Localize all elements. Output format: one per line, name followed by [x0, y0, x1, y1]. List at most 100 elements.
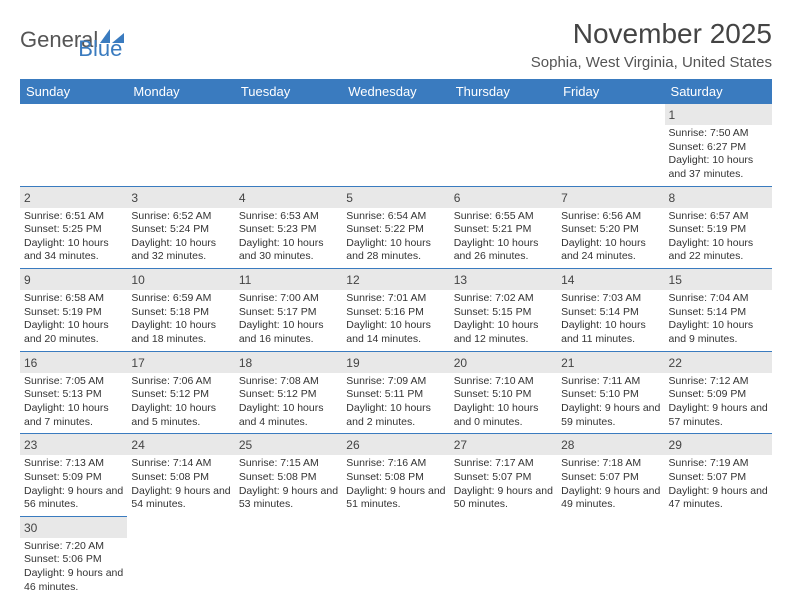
day-info: Sunrise: 6:55 AMSunset: 5:21 PMDaylight:… — [454, 210, 553, 265]
sunrise-text: Sunrise: 7:17 AM — [454, 457, 553, 471]
day-number-bar: 8 — [665, 187, 772, 208]
sunset-text: Sunset: 5:12 PM — [131, 388, 230, 402]
day-number-bar: 14 — [557, 269, 664, 290]
sunrise-text: Sunrise: 7:13 AM — [24, 457, 123, 471]
daylight-text: Daylight: 10 hours and 30 minutes. — [239, 237, 338, 264]
calendar-cell: 30Sunrise: 7:20 AMSunset: 5:06 PMDayligh… — [20, 516, 127, 598]
day-header: Sunday — [20, 79, 127, 104]
day-info: Sunrise: 6:54 AMSunset: 5:22 PMDaylight:… — [346, 210, 445, 265]
daylight-text: Daylight: 10 hours and 7 minutes. — [24, 402, 123, 429]
sunrise-text: Sunrise: 7:14 AM — [131, 457, 230, 471]
daylight-text: Daylight: 10 hours and 12 minutes. — [454, 319, 553, 346]
day-number: 6 — [454, 191, 461, 205]
sunset-text: Sunset: 5:17 PM — [239, 306, 338, 320]
sunset-text: Sunset: 5:14 PM — [561, 306, 660, 320]
sunset-text: Sunset: 5:21 PM — [454, 223, 553, 237]
sunrise-text: Sunrise: 7:19 AM — [669, 457, 768, 471]
day-number: 11 — [239, 273, 251, 287]
sunrise-text: Sunrise: 7:03 AM — [561, 292, 660, 306]
day-info: Sunrise: 7:09 AMSunset: 5:11 PMDaylight:… — [346, 375, 445, 430]
day-number: 10 — [131, 273, 144, 287]
day-number: 5 — [346, 191, 353, 205]
calendar-cell-empty — [450, 104, 557, 186]
day-header: Saturday — [665, 79, 772, 104]
sunset-text: Sunset: 5:09 PM — [669, 388, 768, 402]
day-number-bar: 13 — [450, 269, 557, 290]
sunrise-text: Sunrise: 7:01 AM — [346, 292, 445, 306]
calendar-cell-empty — [127, 104, 234, 186]
day-info: Sunrise: 7:10 AMSunset: 5:10 PMDaylight:… — [454, 375, 553, 430]
day-number-bar: 2 — [20, 187, 127, 208]
daylight-text: Daylight: 9 hours and 59 minutes. — [561, 402, 660, 429]
daylight-text: Daylight: 10 hours and 0 minutes. — [454, 402, 553, 429]
sunrise-text: Sunrise: 7:12 AM — [669, 375, 768, 389]
calendar-cell: 7Sunrise: 6:56 AMSunset: 5:20 PMDaylight… — [557, 186, 664, 269]
calendar-cell-empty — [235, 516, 342, 598]
logo: General Blue — [20, 18, 122, 62]
daylight-text: Daylight: 10 hours and 4 minutes. — [239, 402, 338, 429]
daylight-text: Daylight: 9 hours and 54 minutes. — [131, 485, 230, 512]
day-info: Sunrise: 7:05 AMSunset: 5:13 PMDaylight:… — [24, 375, 123, 430]
day-header: Friday — [557, 79, 664, 104]
day-number-bar: 6 — [450, 187, 557, 208]
sunrise-text: Sunrise: 7:09 AM — [346, 375, 445, 389]
day-info: Sunrise: 7:00 AMSunset: 5:17 PMDaylight:… — [239, 292, 338, 347]
daylight-text: Daylight: 10 hours and 28 minutes. — [346, 237, 445, 264]
calendar-cell-empty — [342, 516, 449, 598]
day-number-bar: 22 — [665, 352, 772, 373]
sunset-text: Sunset: 5:24 PM — [131, 223, 230, 237]
calendar-cell-empty — [342, 104, 449, 186]
day-number: 18 — [239, 356, 252, 370]
day-info: Sunrise: 7:04 AMSunset: 5:14 PMDaylight:… — [669, 292, 768, 347]
calendar-cell: 13Sunrise: 7:02 AMSunset: 5:15 PMDayligh… — [450, 269, 557, 352]
day-number: 17 — [131, 356, 144, 370]
daylight-text: Daylight: 10 hours and 22 minutes. — [669, 237, 768, 264]
day-number-bar: 26 — [342, 434, 449, 455]
calendar-row: 1Sunrise: 7:50 AMSunset: 6:27 PMDaylight… — [20, 104, 772, 186]
calendar-cell: 9Sunrise: 6:58 AMSunset: 5:19 PMDaylight… — [20, 269, 127, 352]
sunrise-text: Sunrise: 6:54 AM — [346, 210, 445, 224]
sunrise-text: Sunrise: 7:06 AM — [131, 375, 230, 389]
day-header: Tuesday — [235, 79, 342, 104]
day-info: Sunrise: 7:17 AMSunset: 5:07 PMDaylight:… — [454, 457, 553, 512]
daylight-text: Daylight: 10 hours and 5 minutes. — [131, 402, 230, 429]
sunrise-text: Sunrise: 6:51 AM — [24, 210, 123, 224]
day-number: 30 — [24, 521, 37, 535]
sunrise-text: Sunrise: 6:52 AM — [131, 210, 230, 224]
day-number-bar: 7 — [557, 187, 664, 208]
calendar-cell: 24Sunrise: 7:14 AMSunset: 5:08 PMDayligh… — [127, 434, 234, 517]
day-number: 16 — [24, 356, 37, 370]
sunset-text: Sunset: 5:16 PM — [346, 306, 445, 320]
calendar-cell: 23Sunrise: 7:13 AMSunset: 5:09 PMDayligh… — [20, 434, 127, 517]
daylight-text: Daylight: 10 hours and 11 minutes. — [561, 319, 660, 346]
daylight-text: Daylight: 9 hours and 56 minutes. — [24, 485, 123, 512]
calendar-cell: 22Sunrise: 7:12 AMSunset: 5:09 PMDayligh… — [665, 351, 772, 434]
sunrise-text: Sunrise: 6:55 AM — [454, 210, 553, 224]
day-number: 25 — [239, 438, 252, 452]
sunset-text: Sunset: 5:12 PM — [239, 388, 338, 402]
daylight-text: Daylight: 10 hours and 26 minutes. — [454, 237, 553, 264]
day-number: 22 — [669, 356, 682, 370]
day-header: Monday — [127, 79, 234, 104]
sunrise-text: Sunrise: 7:50 AM — [669, 127, 768, 141]
day-info: Sunrise: 6:58 AMSunset: 5:19 PMDaylight:… — [24, 292, 123, 347]
day-header: Wednesday — [342, 79, 449, 104]
page-title: November 2025 — [531, 18, 772, 50]
sunset-text: Sunset: 5:25 PM — [24, 223, 123, 237]
sunset-text: Sunset: 6:27 PM — [669, 141, 768, 155]
daylight-text: Daylight: 10 hours and 20 minutes. — [24, 319, 123, 346]
sunset-text: Sunset: 5:23 PM — [239, 223, 338, 237]
day-number: 20 — [454, 356, 467, 370]
sunrise-text: Sunrise: 7:04 AM — [669, 292, 768, 306]
day-number-bar: 30 — [20, 517, 127, 538]
day-number: 15 — [669, 273, 682, 287]
day-number-bar: 27 — [450, 434, 557, 455]
daylight-text: Daylight: 9 hours and 53 minutes. — [239, 485, 338, 512]
sunset-text: Sunset: 5:08 PM — [346, 471, 445, 485]
calendar-cell: 28Sunrise: 7:18 AMSunset: 5:07 PMDayligh… — [557, 434, 664, 517]
calendar-cell-empty — [127, 516, 234, 598]
calendar-cell: 29Sunrise: 7:19 AMSunset: 5:07 PMDayligh… — [665, 434, 772, 517]
daylight-text: Daylight: 10 hours and 32 minutes. — [131, 237, 230, 264]
day-info: Sunrise: 6:52 AMSunset: 5:24 PMDaylight:… — [131, 210, 230, 265]
sunrise-text: Sunrise: 7:05 AM — [24, 375, 123, 389]
